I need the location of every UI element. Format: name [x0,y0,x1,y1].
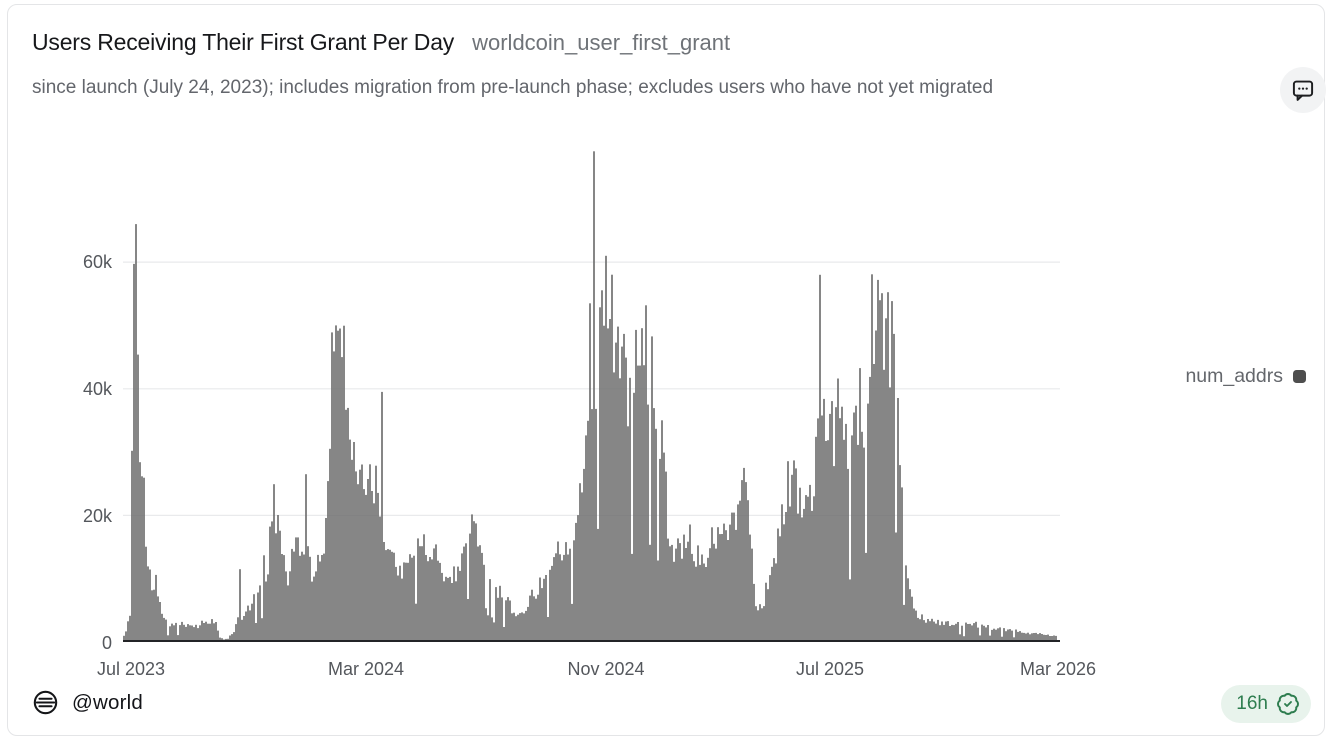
y-tick-0: 0 [101,633,112,653]
world-globe-icon [32,689,59,716]
comment-bubble-icon [1290,77,1316,103]
legend-swatch [1293,370,1306,383]
query-name-link[interactable]: worldcoin_user_first_grant [472,30,731,55]
header: Users Receiving Their First Grant Per Da… [32,29,730,56]
author-handle[interactable]: @world [72,690,143,714]
y-tick-60k: 60k [82,252,112,272]
freshness-badge[interactable]: 16h [1221,685,1311,723]
y-tick-20k: 20k [82,506,112,526]
chart-card: Users Receiving Their First Grant Per Da… [7,4,1326,736]
badge-check-icon [1276,692,1300,716]
bar-chart-plot[interactable] [123,145,1060,642]
x-tick-mar-2024: Mar 2024 [327,659,405,679]
bars-layer [123,151,1057,642]
legend-item-num-addrs[interactable]: num_addrs [1185,365,1306,388]
y-tick-40k: 40k [82,379,112,399]
comment-button[interactable] [1280,67,1326,113]
page-title: Users Receiving Their First Grant Per Da… [32,29,455,55]
x-tick-mar-2026: Mar 2026 [1019,659,1097,679]
x-tick-nov-2024: Nov 2024 [567,659,645,679]
chart-subtitle: since launch (July 24, 2023); includes m… [32,77,994,98]
x-tick-jul-2025: Jul 2025 [795,659,865,679]
author-attribution[interactable]: @world [32,689,143,716]
legend-label: num_addrs [1185,365,1283,387]
freshness-age: 16h [1236,693,1268,714]
x-tick-jul-2023: Jul 2023 [96,659,166,679]
